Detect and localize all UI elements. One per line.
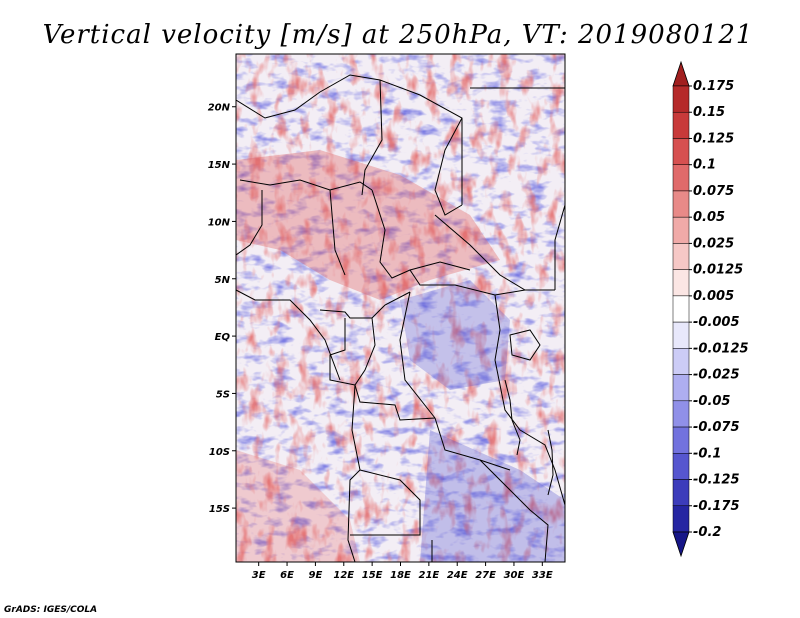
colorbar-label: -0.175 [693,499,740,514]
border-12 [319,291,411,319]
x-tick-label: 24E [447,570,468,581]
x-tick-label: 15E [362,570,383,581]
colorbar-segment [672,269,690,297]
y-tick-label: EQ [215,332,231,343]
colorbar-label: 0.05 [693,210,725,225]
country-borders [236,74,565,562]
colorbar-label: 0.125 [693,131,734,146]
colorbar-label: 0.005 [693,289,734,304]
border-21 [479,459,549,562]
region-south-ascent [236,450,360,562]
border-2 [361,79,383,196]
coastline-west [236,289,341,381]
map-panel [236,54,565,562]
y-tick-label: 10S [209,447,230,458]
colorbar-label: 0.025 [693,236,734,251]
field-red-fill [236,54,565,562]
colorbar-bottom-triangle [672,531,690,558]
colorbar-segment [672,190,690,218]
border-3 [434,117,463,216]
y-tick-label: 5N [215,275,231,286]
y-tick-label: 20N [208,103,231,114]
x-tick-label: 18E [390,570,411,581]
x-tick-label: 30E [504,570,525,581]
x-tick-label: 6E [280,570,294,581]
x-tick-label: 12E [333,570,354,581]
border-5 [239,179,373,191]
border-9 [409,269,526,296]
colorbar-segment [672,85,690,113]
colorbar-label: 0.1 [693,158,716,173]
colorbar-label: 0.0125 [693,263,743,278]
credit-text: GrADS: IGES/COLA [4,605,97,615]
border-10 [434,214,555,291]
border-11 [554,204,565,290]
border-14 [354,317,436,421]
colorbar-segment [672,164,690,192]
y-tick-label: 10N [208,217,231,228]
border-15 [399,291,436,419]
colorbar-label: 0.175 [693,79,734,94]
y-axis-ticks: 20N 15N 10N 5N EQ 5S 10S 15S [208,103,236,515]
border-6 [236,190,263,256]
colorbar-label: -0.005 [693,315,740,330]
region-sahel-ascent [236,150,500,300]
y-tick-label: 5S [216,389,230,400]
colorbar-label: -0.125 [693,473,740,488]
colorbar-segment [672,505,690,533]
colorbar-label: -0.2 [693,525,721,540]
colorbar-label: 0.075 [693,184,734,199]
chart-title: Vertical velocity [m/s] at 250hPa, VT: 2… [43,20,754,50]
colorbar-segment [672,111,690,139]
y-tick-label: 15S [209,504,230,515]
x-tick-label: 33E [532,570,553,581]
x-tick-label: 9E [309,570,323,581]
x-axis-ticks: 3E 6E 9E 12E 15E 18E 21E 24E 27E 30E 33E [252,562,553,581]
field-red-layer [236,54,565,562]
colorbar-segment [672,243,690,270]
region-central-descent [400,280,510,390]
colorbar-label: -0.05 [693,394,730,409]
colorbar-segment [672,426,690,454]
colorbar-label: -0.1 [693,446,721,461]
border-16 [434,417,511,471]
colorbar-segment [672,321,690,349]
colorbar-segment [672,348,690,375]
colorbar-segment [672,374,690,402]
x-tick-label: 27E [475,570,496,581]
colorbar-label: -0.025 [693,368,740,383]
region-southeast-descent [420,430,565,562]
lake-victoria [509,329,541,361]
colorbar-label: -0.0125 [693,341,749,356]
lake-malawi [547,429,554,496]
colorbar-segment [672,138,690,165]
border-17 [494,294,521,431]
border-18 [347,384,361,562]
lake-tanganyika [504,379,521,456]
colorbar-segment [672,216,690,244]
x-tick-label: 3E [252,570,266,581]
colorbar-segment [672,453,690,480]
border-8 [371,189,471,279]
y-tick-label: 15N [208,160,231,171]
x-tick-label: 21E [418,570,439,581]
colorbar: 0.175 0.15 0.125 0.1 0.075 0.05 0.025 0.0125 0.0… [672,60,749,558]
colorbar-segment [672,400,690,428]
border-1 [236,74,463,205]
colorbar-segment [672,295,690,323]
colorbar-label: -0.075 [693,420,740,435]
border-7 [329,189,346,276]
colorbar-segment [672,479,690,507]
border-13 [329,318,356,386]
border-22 [519,429,565,506]
border-19 [350,469,421,536]
colorbar-label: 0.15 [693,105,725,120]
colorbar-top-triangle [672,60,690,87]
